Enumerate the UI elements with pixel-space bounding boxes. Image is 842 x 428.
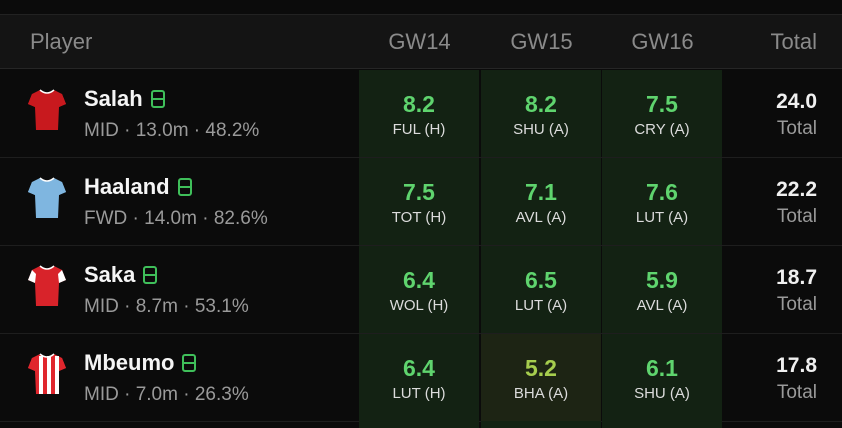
projected-points: 5.2 xyxy=(525,355,557,381)
projection-cell[interactable]: 6.4 WOL (H) xyxy=(359,246,479,333)
shirt-icon xyxy=(28,177,66,218)
total-points: 18.7 xyxy=(776,266,817,289)
projected-points: 6.4 xyxy=(403,267,435,293)
header-gw15[interactable]: GW15 xyxy=(510,29,573,54)
projected-points: 6.4 xyxy=(403,355,435,381)
total-cell: 24.0 Total xyxy=(720,70,817,140)
fixture-label: WOL (H) xyxy=(389,297,449,314)
fixture-label: AVL (A) xyxy=(515,209,567,226)
projected-points: 8.2 xyxy=(525,91,557,117)
player-name-text: Mbeumo xyxy=(84,350,175,375)
player-name[interactable]: Haaland xyxy=(84,174,192,200)
player-meta: FWD · 14.0m · 82.6% xyxy=(84,208,268,229)
projection-cell[interactable]: 7.5 CRY (A) xyxy=(602,70,722,157)
total-label: Total xyxy=(776,382,817,403)
header-total[interactable]: Total xyxy=(770,29,817,54)
shirt-icon xyxy=(28,89,66,130)
shirt-icon xyxy=(28,353,66,394)
header-gw14[interactable]: GW14 xyxy=(388,29,451,54)
projection-cell[interactable]: 8.2 SHU (A) xyxy=(481,70,601,157)
projection-cell[interactable]: 6.1 SHU (A) xyxy=(602,334,722,421)
top-divider xyxy=(0,14,842,15)
player-meta: MID · 7.0m · 26.3% xyxy=(84,384,249,405)
total-cell: 18.7 Total xyxy=(720,246,817,316)
player-meta: MID · 8.7m · 53.1% xyxy=(84,296,249,317)
header-player[interactable]: Player xyxy=(30,29,93,54)
projected-points: 7.5 xyxy=(646,91,678,117)
player-meta: MID · 13.0m · 48.2% xyxy=(84,120,260,141)
fixture-label: LUT (A) xyxy=(635,209,689,226)
fixture-label: SHU (A) xyxy=(634,385,690,402)
projection-cell[interactable]: 5.9 AVL (A) xyxy=(602,246,722,333)
fixture-label: LUT (A) xyxy=(514,297,568,314)
next-row-cell xyxy=(481,421,601,428)
projection-cell[interactable]: 8.2 FUL (H) xyxy=(359,70,479,157)
total-cell: 22.2 Total xyxy=(720,158,817,228)
header-gw16[interactable]: GW16 xyxy=(631,29,694,54)
projected-points: 7.5 xyxy=(403,179,435,205)
fixture-label: AVL (A) xyxy=(636,297,688,314)
projection-cell[interactable]: 7.6 LUT (A) xyxy=(602,158,722,245)
player-name[interactable]: Salah xyxy=(84,86,165,112)
projected-points: 8.2 xyxy=(403,91,435,117)
projection-cell[interactable]: 6.5 LUT (A) xyxy=(481,246,601,333)
table-header: Player GW14 GW15 GW16 Total xyxy=(0,15,842,69)
player-name[interactable]: Mbeumo xyxy=(84,350,197,376)
fixture-label: FUL (H) xyxy=(392,121,446,138)
projected-points: 7.1 xyxy=(525,179,557,205)
table-row[interactable]: Mbeumo MID · 7.0m · 26.3% 6.4 LUT (H) 5.… xyxy=(0,334,842,422)
projected-points: 7.6 xyxy=(646,179,678,205)
next-row-cell xyxy=(359,421,479,428)
projected-points: 6.5 xyxy=(525,267,557,293)
pitch-icon xyxy=(177,178,192,196)
table-row[interactable]: Haaland FWD · 14.0m · 82.6% 7.5 TOT (H) … xyxy=(0,158,842,246)
total-points: 17.8 xyxy=(776,354,817,377)
projection-cell[interactable]: 5.2 BHA (A) xyxy=(481,334,601,421)
total-points: 24.0 xyxy=(776,90,817,113)
player-name-text: Salah xyxy=(84,86,143,111)
projection-cell[interactable]: 6.4 LUT (H) xyxy=(359,334,479,421)
total-points: 22.2 xyxy=(776,178,817,201)
total-label: Total xyxy=(776,294,817,315)
pitch-icon xyxy=(182,354,197,372)
pitch-icon xyxy=(143,266,158,284)
fixture-label: TOT (H) xyxy=(391,209,447,226)
total-label: Total xyxy=(776,206,817,227)
projected-points: 6.1 xyxy=(646,355,678,381)
pitch-icon xyxy=(150,90,165,108)
player-name-text: Saka xyxy=(84,262,136,287)
projected-points: 5.9 xyxy=(646,267,678,293)
projection-cell[interactable]: 7.1 AVL (A) xyxy=(481,158,601,245)
projection-cell[interactable]: 7.5 TOT (H) xyxy=(359,158,479,245)
total-label: Total xyxy=(776,118,817,139)
fixture-label: SHU (A) xyxy=(513,121,569,138)
fixture-label: CRY (A) xyxy=(634,121,690,138)
fixture-label: LUT (H) xyxy=(392,385,446,402)
shirt-icon xyxy=(28,265,66,306)
table-row[interactable]: Saka MID · 8.7m · 53.1% 6.4 WOL (H) 6.5 … xyxy=(0,246,842,334)
player-name-text: Haaland xyxy=(84,174,170,199)
total-cell: 17.8 Total xyxy=(720,334,817,404)
player-name[interactable]: Saka xyxy=(84,262,158,288)
table-row[interactable]: Salah MID · 13.0m · 48.2% 8.2 FUL (H) 8.… xyxy=(0,70,842,158)
next-row-cell xyxy=(602,421,722,428)
fixture-label: BHA (A) xyxy=(513,385,569,402)
